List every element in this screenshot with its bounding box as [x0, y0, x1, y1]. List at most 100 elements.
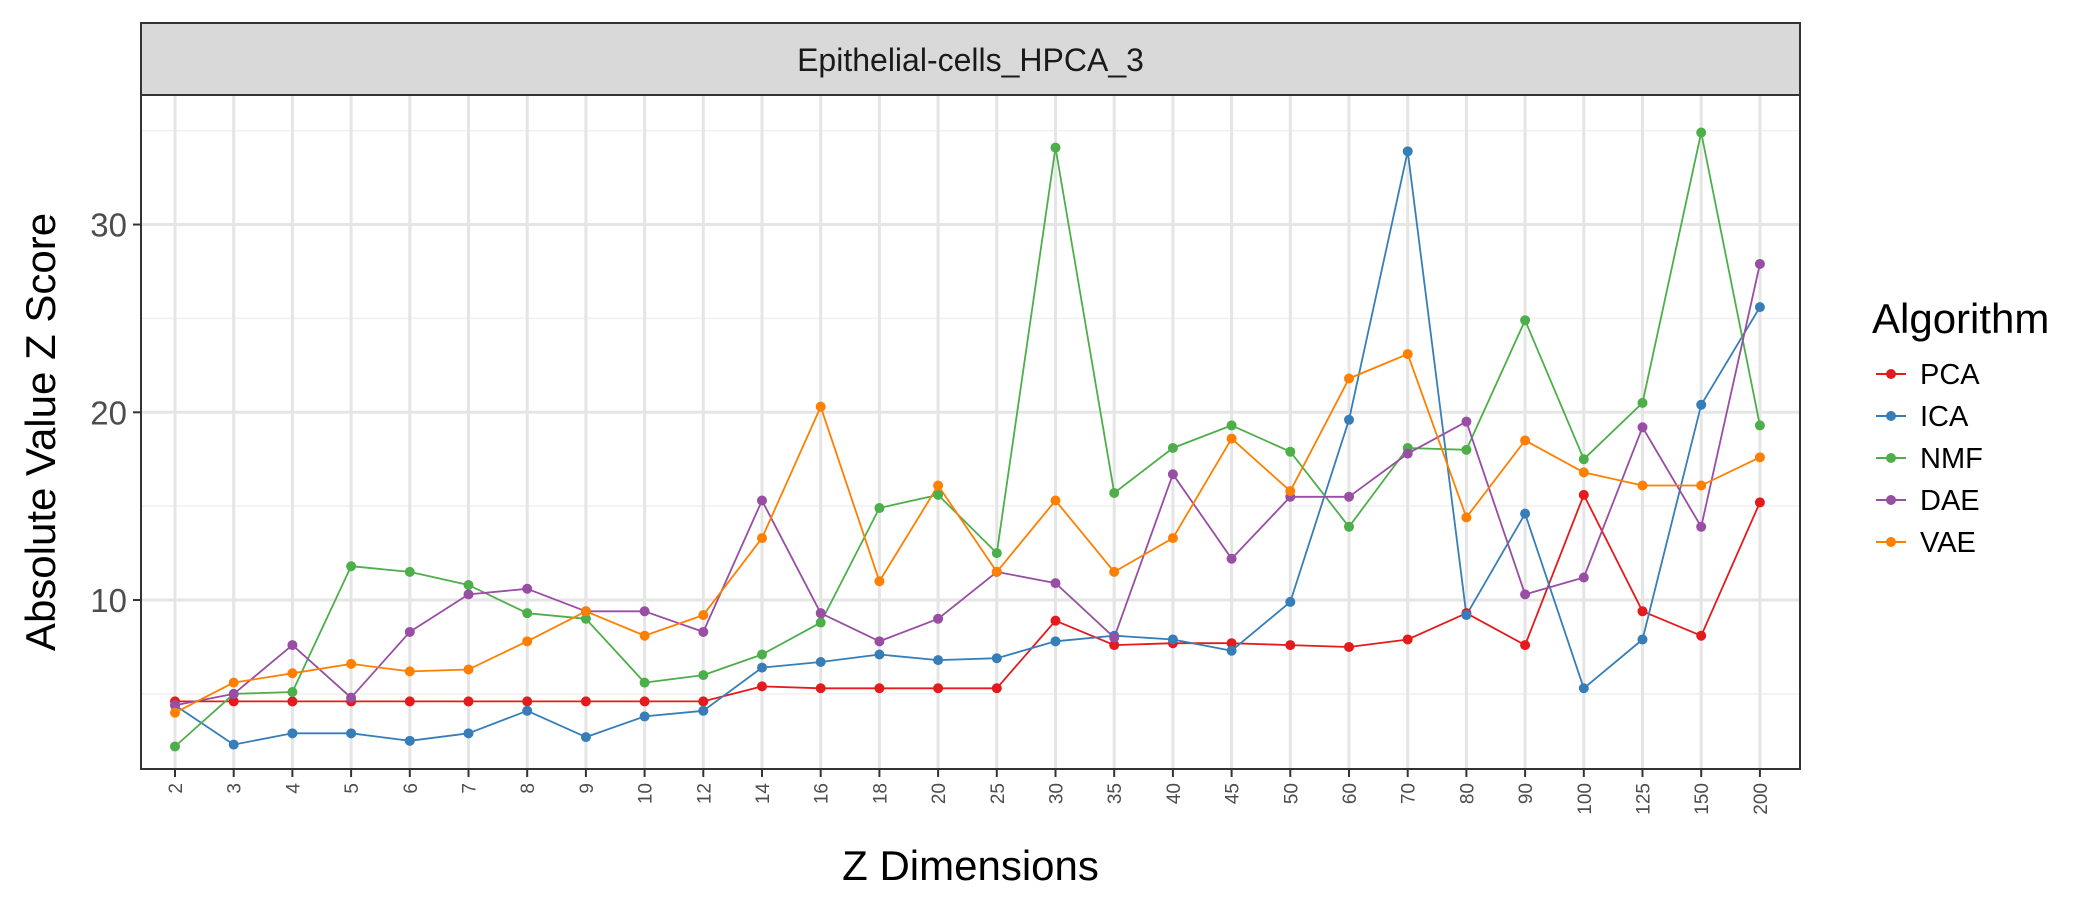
- data-point-pca: [1109, 640, 1120, 651]
- data-point-ica: [1696, 399, 1707, 410]
- data-point-nmf: [639, 677, 650, 688]
- data-point-nmf: [170, 741, 180, 752]
- x-tick-label: 30: [1047, 783, 1068, 804]
- data-point-pca: [287, 696, 298, 707]
- data-point-pca: [815, 683, 826, 694]
- x-tick-label: 35: [1105, 783, 1126, 804]
- data-point-ica: [1520, 508, 1531, 519]
- data-point-dae: [815, 608, 826, 619]
- data-point-nmf: [874, 503, 885, 514]
- x-tick-label: 2: [166, 783, 187, 794]
- x-tick-label: 25: [988, 783, 1009, 804]
- x-tick-label: 20: [929, 783, 950, 804]
- x-tick-label: 6: [401, 783, 422, 794]
- data-point-dae: [287, 640, 298, 651]
- data-point-nmf: [346, 561, 357, 572]
- data-point-nmf: [580, 613, 591, 624]
- data-point-ica: [1402, 146, 1413, 157]
- data-point-nmf: [1167, 442, 1178, 453]
- data-point-ica: [1754, 302, 1765, 313]
- plot-background: [141, 95, 1800, 769]
- data-point-dae: [1109, 632, 1120, 643]
- data-point-vae: [463, 664, 474, 675]
- data-point-ica: [639, 711, 650, 722]
- data-point-vae: [1226, 433, 1237, 444]
- data-point-vae: [815, 401, 826, 412]
- x-axis-title: Z Dimensions: [842, 842, 1099, 889]
- data-point-dae: [1696, 521, 1707, 532]
- data-point-pca: [757, 681, 767, 692]
- panel-strip: [140, 22, 1801, 96]
- data-point-vae: [1754, 452, 1765, 463]
- x-tick-label: 4: [283, 783, 304, 794]
- legend-label: DAE: [1920, 485, 1980, 517]
- legend-item-ica: ICA: [1876, 401, 1969, 433]
- data-point-nmf: [1696, 127, 1707, 138]
- data-point-ica: [991, 653, 1002, 664]
- major-gridlines: [141, 95, 1800, 769]
- legend-title: Algorithm: [1872, 295, 2049, 342]
- data-point-pca: [1696, 630, 1707, 641]
- data-point-ica: [757, 662, 767, 673]
- data-point-vae: [287, 668, 298, 679]
- data-point-ica: [1285, 596, 1296, 607]
- legend-key-point: [1886, 453, 1896, 463]
- plot-area: [140, 94, 1801, 770]
- x-tick-label: 9: [577, 783, 598, 794]
- data-point-ica: [1226, 645, 1237, 656]
- data-point-dae: [698, 626, 709, 637]
- series-line-pca: [175, 493, 1761, 703]
- data-point-pca: [580, 696, 591, 707]
- data-point-vae: [1167, 533, 1178, 544]
- data-point-dae: [346, 692, 357, 703]
- data-point-dae: [933, 613, 944, 624]
- data-point-vae: [1050, 495, 1061, 506]
- data-point-nmf: [933, 489, 944, 500]
- data-point-ica: [1167, 634, 1178, 645]
- legend-item-vae: VAE: [1876, 527, 1976, 559]
- data-point-pca: [1285, 640, 1296, 651]
- data-point-vae: [1578, 467, 1589, 478]
- series-line-ica: [174, 150, 1761, 746]
- series-line-vae: [174, 353, 1761, 714]
- x-tick-label: 5: [342, 783, 363, 794]
- data-point-nmf: [404, 566, 415, 577]
- data-point-vae: [346, 658, 357, 669]
- data-point-dae: [1167, 469, 1178, 480]
- data-point-ica: [463, 728, 474, 739]
- data-point-dae: [1754, 258, 1765, 269]
- data-point-dae: [1520, 589, 1531, 600]
- x-tick-label: 150: [1692, 783, 1713, 815]
- data-point-dae: [463, 589, 474, 600]
- data-point-pca: [874, 683, 885, 694]
- x-tick-label: 40: [1164, 783, 1185, 804]
- data-point-dae: [1402, 448, 1413, 459]
- data-point-pca: [1520, 640, 1531, 651]
- data-point-vae: [757, 533, 767, 544]
- x-tick-label: 10: [636, 783, 657, 804]
- x-tick-label: 7: [460, 783, 481, 794]
- legend-item-nmf: NMF: [1876, 443, 1983, 475]
- series-lines: [174, 131, 1761, 748]
- data-point-vae: [1344, 373, 1354, 384]
- data-point-nmf: [1461, 444, 1472, 455]
- panel-title: Epithelial-cells_HPCA_3: [797, 42, 1144, 78]
- data-point-nmf: [522, 608, 533, 619]
- data-point-vae: [1637, 480, 1648, 491]
- data-point-pca: [639, 696, 650, 707]
- legend-items: PCA ICA NMF DAE VAE: [1876, 359, 1983, 559]
- data-point-dae: [874, 636, 885, 647]
- data-point-ica: [698, 705, 709, 716]
- data-point-nmf: [1754, 420, 1765, 431]
- y-tick-label: 20: [90, 394, 127, 431]
- data-point-vae: [1402, 349, 1413, 360]
- data-point-nmf: [815, 617, 826, 628]
- data-point-nmf: [463, 580, 474, 591]
- y-tick-label: 10: [90, 582, 127, 619]
- data-point-ica: [287, 728, 298, 739]
- x-tick-label: 12: [694, 783, 715, 804]
- data-point-dae: [757, 495, 767, 506]
- data-point-dae: [1637, 422, 1648, 433]
- x-tick-label: 125: [1634, 783, 1655, 815]
- data-point-vae: [170, 707, 180, 718]
